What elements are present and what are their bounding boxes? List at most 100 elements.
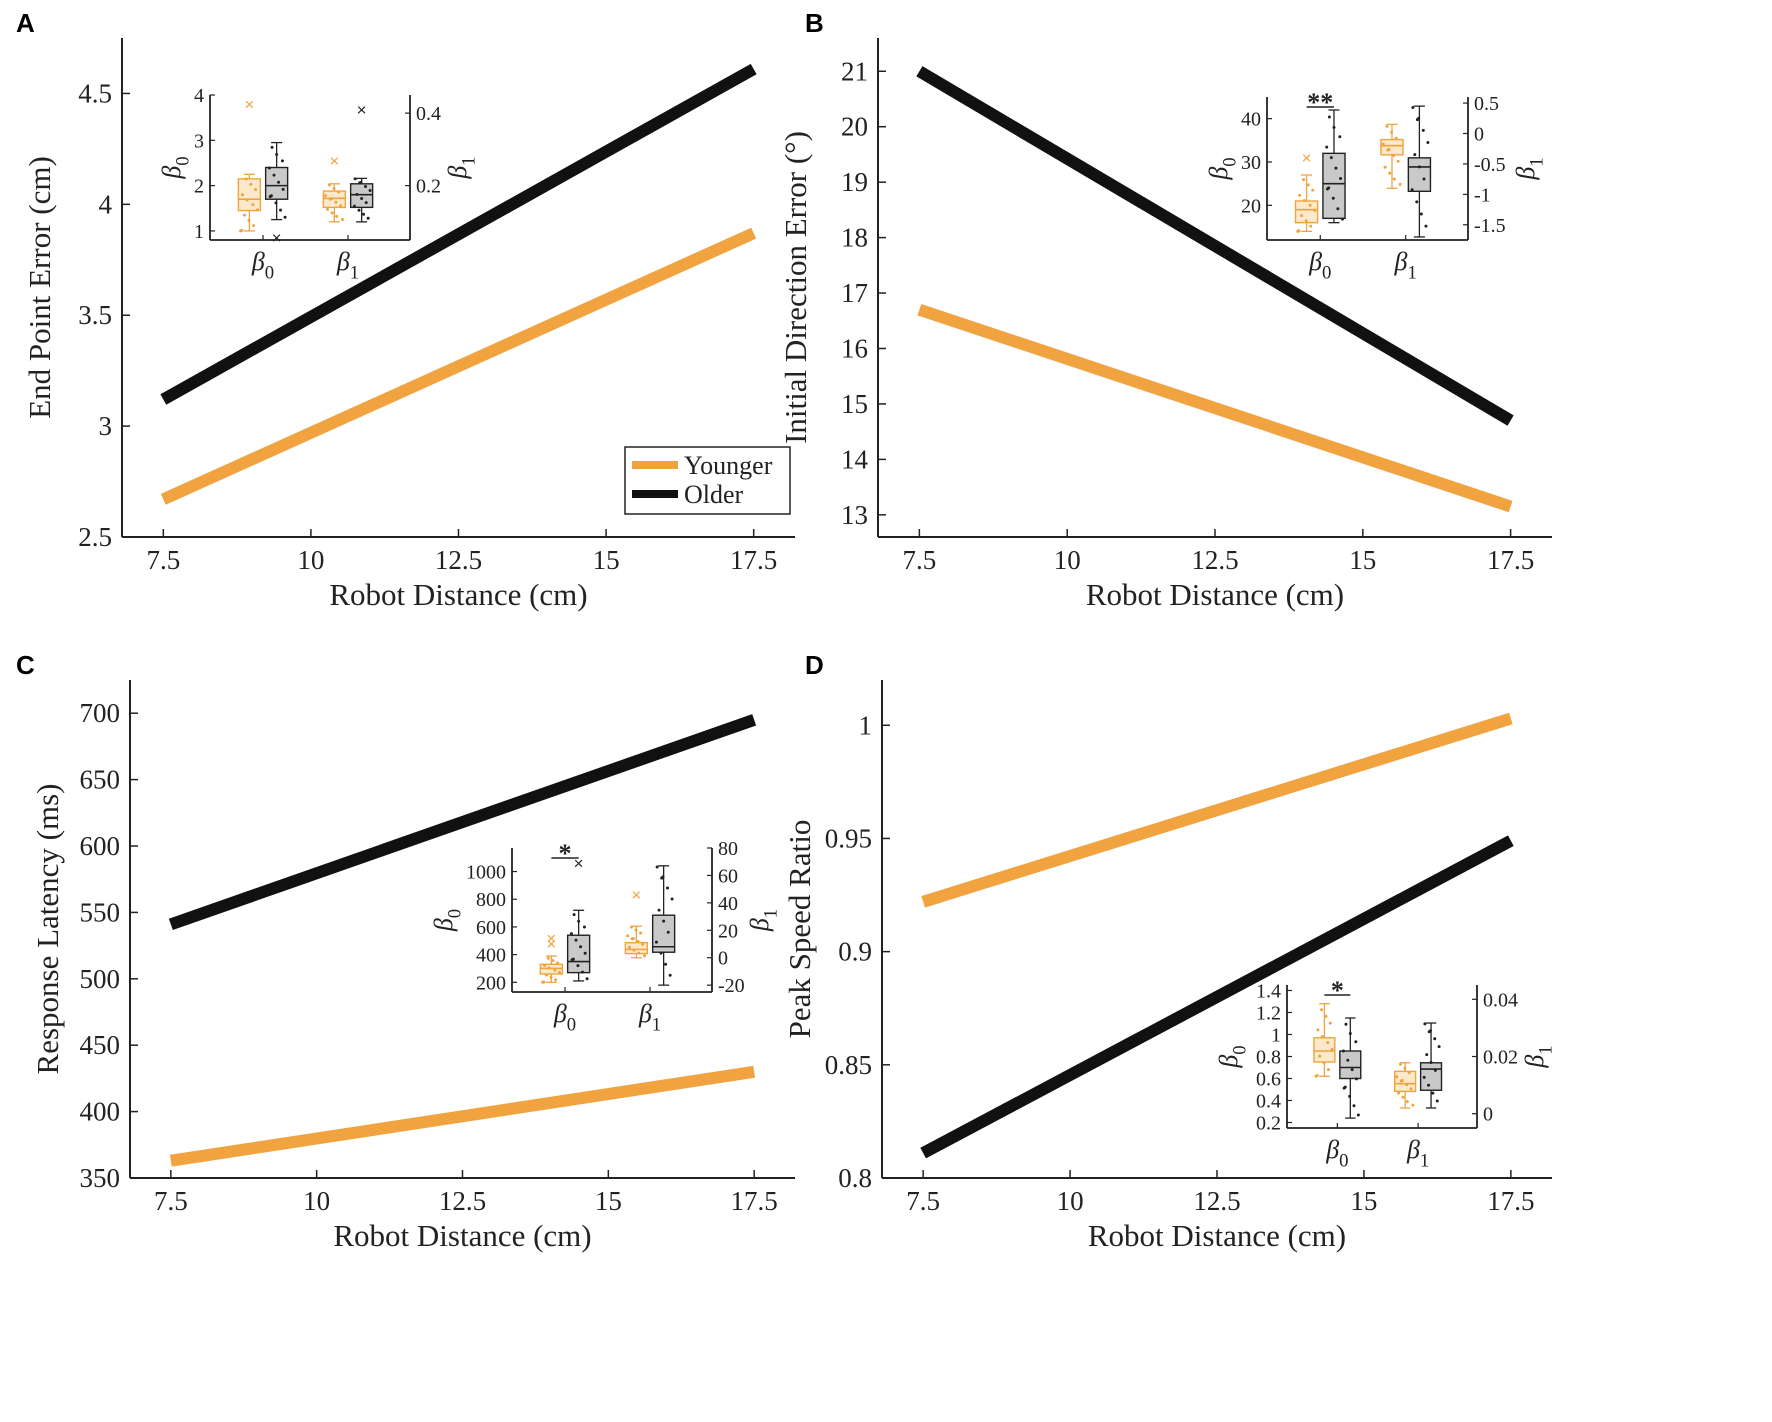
sample-dot — [1388, 171, 1392, 175]
inset-right-tick-label: 20 — [718, 920, 738, 942]
inset-right-axis-title: β1 — [443, 156, 479, 179]
sample-dot — [1356, 1113, 1360, 1117]
sample-dot — [277, 180, 281, 184]
sample-dot — [334, 200, 338, 204]
sample-dot — [1417, 165, 1421, 169]
sample-dot — [249, 182, 253, 186]
series-line-older — [920, 835, 1514, 1159]
outlier-marker: × — [546, 929, 556, 948]
inset-right-tick-label: 0 — [718, 948, 728, 970]
y-axis-title: Peak Speed Ratio — [782, 820, 817, 1039]
inset-left-tick-label: 1.4 — [1256, 981, 1281, 1003]
series-line-younger — [917, 303, 1513, 513]
inset-right-axis-title: β1 — [1511, 157, 1547, 180]
inset-right-axis-title-text: β1 — [745, 909, 781, 932]
sample-dot — [254, 187, 258, 191]
y-tick-label: 600 — [80, 831, 121, 861]
sample-dot — [1339, 177, 1343, 181]
box-b0-younger: × — [237, 95, 262, 233]
sample-dot — [574, 938, 578, 942]
sample-dot — [340, 218, 344, 222]
inset-left-tick-label: 0.8 — [1256, 1047, 1281, 1069]
inset-right-tick-label: 0 — [1483, 1104, 1493, 1126]
outlier-marker: × — [244, 95, 254, 114]
sample-dot — [553, 968, 557, 972]
outlier-marker: × — [574, 854, 584, 873]
sample-dot — [1325, 145, 1329, 149]
box-iqr — [322, 190, 347, 209]
box-b1-younger: × — [624, 886, 649, 959]
sample-dot — [1343, 1085, 1347, 1089]
sample-dot — [642, 954, 646, 958]
sample-dot — [1423, 1022, 1427, 1026]
sample-dot — [1415, 200, 1419, 204]
sample-dot — [359, 180, 363, 184]
inset-right-tick-label: 40 — [718, 893, 738, 915]
inset-left-tick-label: 1 — [194, 221, 204, 243]
sample-dot — [335, 214, 339, 218]
sample-dot — [670, 897, 674, 901]
inset-background — [210, 95, 410, 240]
box-b1-younger — [1393, 1062, 1417, 1109]
inset-left-tick-label: 2 — [194, 176, 204, 198]
y-tick-label: 700 — [80, 698, 121, 728]
box-b1-older — [1407, 105, 1432, 238]
sample-dot — [581, 970, 585, 974]
inset-left-tick-label: 0.4 — [1256, 1091, 1281, 1113]
sample-dot — [1419, 212, 1423, 216]
sample-dot — [275, 152, 279, 156]
sample-dot — [1427, 1083, 1431, 1087]
box-b0-younger: × — [1294, 149, 1319, 233]
sample-dot — [368, 188, 372, 192]
inset-x-tick-label-b1-text: β1 — [1394, 247, 1417, 283]
outlier-marker: × — [272, 229, 282, 248]
y-tick-label: 3 — [99, 411, 113, 441]
sample-dot — [274, 201, 278, 205]
inset-boxplot: 20 30 40 -1.5 -1 -0.5 0 0.5 β0 β1 β0 β1 × ** — [1204, 88, 1547, 283]
inset-left-axis-title-text: β0 — [157, 156, 193, 179]
y-axis-title: Initial Direction Error (°) — [778, 131, 813, 444]
sample-dot — [1331, 196, 1335, 200]
sample-dot — [661, 875, 665, 879]
sample-dot — [1392, 153, 1396, 157]
x-tick-label: 7.5 — [903, 545, 937, 575]
inset-right-tick-label: 0 — [1474, 124, 1484, 146]
sample-dot — [1411, 1103, 1415, 1107]
inset-right-tick-label: 0.02 — [1483, 1047, 1518, 1069]
y-axis-title: Response Latency (ms) — [30, 784, 65, 1075]
sample-dot — [1398, 182, 1402, 186]
sample-dot — [1350, 1068, 1354, 1072]
panel-letter: D — [805, 650, 824, 680]
sample-dot — [332, 187, 336, 191]
box-b1-older: × — [349, 101, 374, 223]
sample-dot — [330, 211, 334, 215]
box-iqr — [566, 934, 591, 974]
sample-dot — [269, 194, 273, 198]
sample-dot — [1298, 193, 1302, 197]
panel-b: B 7.5 10 12.5 15 17.5 13 14 15 16 17 18 19 20 21 Robot … — [778, 8, 1552, 612]
sample-dot — [1302, 199, 1306, 203]
inset-x-tick-label-b1: β1 — [1406, 1135, 1429, 1171]
sample-dot — [1383, 165, 1387, 169]
box-iqr — [1407, 157, 1432, 193]
sample-dot — [1394, 136, 1398, 140]
sample-dot — [1395, 1075, 1399, 1079]
box-b0-younger: ×× — [539, 929, 564, 984]
outlier-marker: × — [357, 101, 367, 120]
x-tick-label: 7.5 — [906, 1186, 940, 1216]
sample-dot — [281, 187, 285, 191]
sample-dot — [1328, 1021, 1332, 1025]
box-b1-younger — [1380, 123, 1404, 189]
sample-dot — [1302, 178, 1306, 182]
sample-dot — [240, 228, 244, 232]
x-tick-label: 17.5 — [731, 1186, 778, 1216]
box-iqr — [651, 914, 676, 953]
sample-dot — [1320, 1035, 1324, 1039]
inset-x-tick-label-b1-text: β1 — [638, 999, 661, 1035]
inset-x-tick-label-b1-text: β1 — [1406, 1135, 1429, 1171]
sample-dot — [329, 197, 333, 201]
x-tick-label: 10 — [303, 1186, 330, 1216]
sample-dot — [577, 919, 581, 923]
sample-dot — [542, 963, 546, 967]
